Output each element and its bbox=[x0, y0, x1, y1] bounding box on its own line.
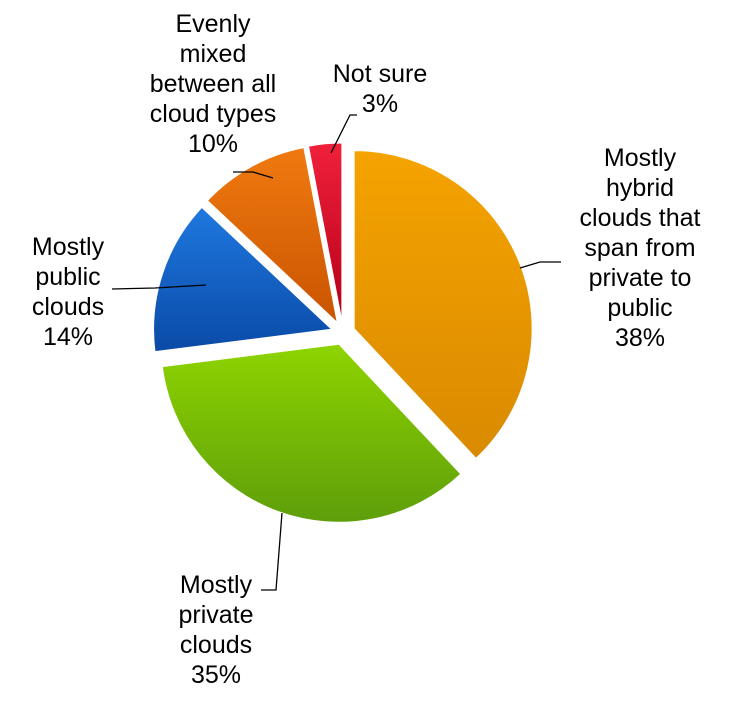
pie-slice-1 bbox=[353, 150, 533, 460]
slice-label-line: 38% bbox=[615, 324, 665, 352]
pie-slices bbox=[153, 142, 533, 523]
slice-label-3: Mostly public clouds 14% bbox=[32, 233, 105, 351]
slice-label-line: clouds that bbox=[580, 204, 701, 232]
slice-labels: Mostly hybrid clouds that span from private … bbox=[32, 10, 701, 689]
slice-label-line: Mostly bbox=[604, 144, 677, 172]
pie-slice-5 bbox=[307, 142, 343, 322]
pie-slice-4 bbox=[206, 147, 338, 324]
slice-label-4: Evenly mixed between all cloud types 10% bbox=[150, 10, 276, 158]
leader-lines bbox=[111, 114, 561, 591]
slice-label-line: private to bbox=[589, 264, 692, 292]
slice-label-line: mixed bbox=[180, 40, 247, 68]
leader-line-2 bbox=[261, 512, 283, 591]
slice-label-line: clouds bbox=[180, 631, 252, 659]
slice-label-line: 10% bbox=[188, 130, 238, 158]
slice-label-line: cloud types bbox=[150, 100, 276, 128]
slice-label-2: Mostly private clouds 35% bbox=[178, 571, 253, 689]
slice-label-line: Evenly bbox=[175, 10, 251, 38]
slice-label-line: Mostly bbox=[180, 571, 253, 599]
slice-label-line: public bbox=[607, 294, 672, 322]
slice-label-line: 3% bbox=[362, 90, 398, 118]
leader-line-4 bbox=[233, 171, 274, 179]
slice-label-line: Not sure bbox=[333, 60, 427, 88]
pie-slice-2 bbox=[161, 343, 462, 523]
slice-label-1: Mostly hybrid clouds that span from private … bbox=[580, 144, 701, 352]
slice-label-line: between all bbox=[150, 70, 276, 98]
slice-label-line: 14% bbox=[43, 323, 93, 351]
leader-line-1 bbox=[519, 261, 561, 269]
pie-slice-3 bbox=[153, 206, 333, 353]
slice-label-line: private bbox=[178, 601, 253, 629]
slice-label-line: hybrid bbox=[606, 174, 674, 202]
leader-line-3 bbox=[111, 284, 207, 290]
leader-line-5 bbox=[330, 114, 357, 154]
slice-label-line: Mostly bbox=[32, 233, 105, 261]
slice-label-line: span from bbox=[584, 234, 695, 262]
slice-label-5: Not sure 3% bbox=[333, 60, 427, 118]
slice-label-line: 35% bbox=[191, 661, 241, 689]
slice-label-line: public bbox=[35, 263, 100, 291]
slice-label-line: clouds bbox=[32, 293, 104, 321]
